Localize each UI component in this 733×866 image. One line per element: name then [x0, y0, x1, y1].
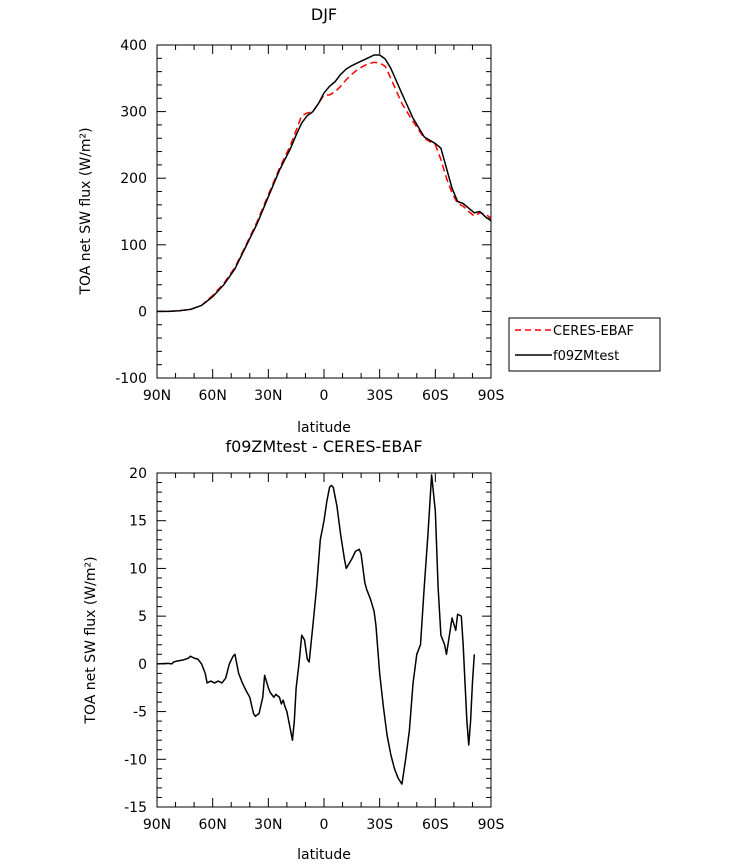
x-tick-label: 60N: [199, 817, 227, 833]
chart-bottom-frame: [156, 472, 492, 808]
x-tick-label: 30S: [366, 388, 393, 404]
y-tick-label: -10: [124, 752, 147, 768]
chart-top: DJF -100 0 100 200 300 400 90N 60N 30N 0 30S 60S 90S…: [78, 5, 661, 436]
chart-top-frame: [156, 44, 492, 379]
y-tick-label: 200: [120, 171, 147, 187]
chart-top-grid: -100 0 100 200 300 400 90N 60N 30N 0 30S 60S 90S: [115, 38, 504, 404]
chart-bottom: f09ZMtest - CERES-EBAF -15 -10 -5 0 5 10 15 20 9…: [83, 437, 504, 863]
x-tick-label: 0: [320, 388, 329, 404]
y-tick-label: 20: [129, 466, 147, 482]
x-tick-label: 30S: [366, 817, 393, 833]
x-tick-label: 90S: [478, 388, 505, 404]
y-tick-label: 0: [138, 304, 147, 320]
x-tick-label: 90N: [143, 388, 171, 404]
chart-top-legend: CERES-EBAF f09ZMtest: [508, 317, 661, 372]
y-tick-label: -15: [124, 800, 147, 816]
chart-top-series: [157, 54, 492, 313]
x-tick-label: 90S: [478, 817, 505, 833]
legend-label-ceres: CERES-EBAF: [553, 324, 634, 339]
x-tick-label: 30N: [254, 817, 282, 833]
y-tick-label: 400: [120, 38, 147, 54]
chart-bottom-ylabel: TOA net SW flux (W/m²): [83, 556, 99, 724]
chart-bottom-grid: -15 -10 -5 0 5 10 15 20 90N 60N 30N 0 30S 60S 90S: [124, 466, 504, 833]
chart-bottom-title: f09ZMtest - CERES-EBAF: [225, 437, 422, 456]
chart-bottom-series: [156, 474, 476, 785]
chart-bottom-xlabel: latitude: [297, 847, 351, 863]
y-tick-label: 300: [120, 105, 147, 121]
y-tick-label: 5: [138, 609, 147, 625]
y-tick-label: 10: [129, 561, 147, 577]
x-tick-label: 60S: [422, 817, 449, 833]
y-tick-label: -100: [115, 371, 147, 387]
series-line-0: [157, 61, 492, 313]
chart-top-xlabel: latitude: [297, 420, 351, 436]
y-tick-label: 100: [120, 238, 147, 254]
series-line-1: [157, 54, 492, 313]
series-line-0: [156, 474, 476, 785]
legend-label-f09: f09ZMtest: [553, 349, 619, 364]
legend-box: [508, 317, 661, 372]
x-tick-label: 30N: [254, 388, 282, 404]
x-tick-label: 60N: [199, 388, 227, 404]
chart-top-title: DJF: [311, 5, 337, 24]
x-tick-label: 60S: [422, 388, 449, 404]
x-tick-label: 0: [320, 817, 329, 833]
chart-top-ylabel: TOA net SW flux (W/m²): [78, 127, 94, 295]
x-tick-label: 90N: [143, 817, 171, 833]
y-tick-label: 0: [138, 657, 147, 673]
y-tick-label: -5: [133, 705, 147, 721]
y-tick-label: 15: [129, 514, 147, 530]
